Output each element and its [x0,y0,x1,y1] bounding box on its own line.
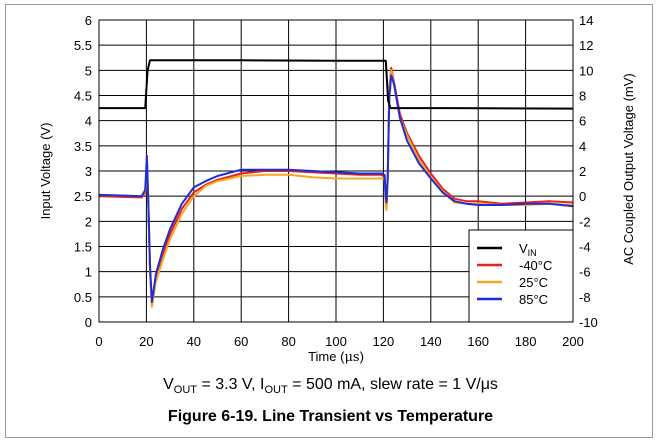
x-tick-label: 120 [373,334,395,349]
legend-entry: 85°C [519,292,548,307]
y-right-axis-label: AC Coupled Output Voltage (mV) [621,73,636,265]
y-left-tick-label: 4 [85,114,92,129]
plot-border [98,19,574,323]
line-transient-chart: 0 20 40 60 80 100 120 140 160 180 20000.511.522.53… [38,13,636,365]
y-left-tick-label: 2.5 [74,189,92,204]
y-right-tick-label: 2 [579,164,586,179]
x-tick-label: 20 [139,334,153,349]
y-right-tick-label: 4 [579,139,586,154]
x-tick-label: 160 [467,334,489,349]
figure-caption: Figure 6-19. Line Transient vs Temperatu… [167,408,494,425]
y-left-tick-label: 5 [85,63,92,78]
y-left-tick-label: 1.5 [74,240,92,255]
y-right-tick-label: 0 [579,189,586,204]
legend-entry: VIN [519,241,537,258]
y-right-tick-label: -10 [579,315,598,330]
series-line-vin [99,59,573,110]
x-tick-label: 180 [515,334,537,349]
test-conditions: VOUT = 3.3 V, IOUT = 500 mA, slew rate =… [163,376,498,397]
y-left-tick-label: 3 [85,164,92,179]
y-right-tick-label: -8 [579,290,591,305]
y-right-tick-label: 14 [579,13,593,28]
x-tick-label: 40 [187,334,201,349]
legend-entry: -40°C [519,258,552,273]
y-right-tick-label: -2 [579,214,591,229]
x-tick-label: 60 [234,334,248,349]
y-left-tick-label: 0.5 [74,290,92,305]
legend-entry: 25°C [519,275,548,290]
y-right-tick-label: -4 [579,240,591,255]
y-left-tick-label: 4.5 [74,89,92,104]
y-right-tick-label: 8 [579,89,586,104]
y-right-tick-label: 10 [579,63,593,78]
y-left-tick-label: 3.5 [74,139,92,154]
x-tick-label: 140 [420,334,442,349]
y-right-tick-label: 6 [579,114,586,129]
y-right-tick-label: 12 [579,38,593,53]
x-tick-label: 80 [281,334,295,349]
series-line-temp-3 [99,74,573,303]
x-tick-label: 200 [562,334,584,349]
x-tick-label: 0 [95,334,102,349]
y-left-tick-label: 0 [85,315,92,330]
y-left-tick-label: 2 [85,214,92,229]
x-axis-label: Time (μs) [308,349,364,365]
figure-frame [5,4,653,438]
y-left-axis-label: Input Voltage (V) [38,123,53,220]
x-tick-label: 100 [325,334,347,349]
y-left-tick-label: 1 [85,265,92,280]
y-right-tick-label: -6 [579,265,591,280]
y-left-tick-label: 6 [85,13,92,28]
legend-box [468,229,574,323]
y-left-tick-label: 5.5 [74,38,92,53]
